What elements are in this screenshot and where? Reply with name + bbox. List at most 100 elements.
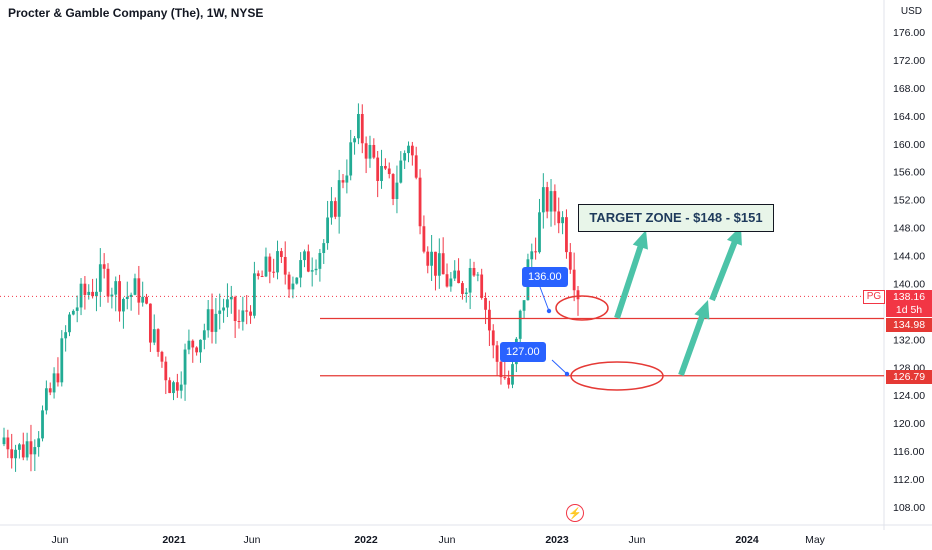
candle-body: [541, 187, 545, 213]
candle-body: [114, 281, 118, 295]
candle-body: [129, 294, 133, 297]
arrow-up-2: [678, 300, 710, 377]
candle-body: [295, 277, 299, 284]
candle-body: [349, 142, 353, 176]
candle-body: [222, 307, 225, 311]
price-tick-label: 116.00: [893, 446, 924, 458]
candle-body: [91, 291, 95, 297]
candle-body: [71, 310, 75, 315]
candle-body: [557, 211, 561, 224]
candle-body: [306, 251, 310, 272]
candle-body: [480, 274, 484, 298]
candle-body: [102, 264, 106, 269]
price-tick-label: 176.00: [893, 27, 925, 39]
candle-body: [484, 297, 487, 310]
candle-body: [522, 300, 526, 311]
candle-body: [534, 251, 538, 253]
candle-body: [276, 251, 279, 273]
candle-body: [426, 251, 430, 266]
callout-136[interactable]: 136.00: [522, 267, 568, 287]
currency-label: USD: [900, 6, 922, 17]
candle-body: [83, 283, 87, 295]
candle-body: [110, 294, 114, 297]
candle-body: [572, 269, 576, 291]
lightning-icon[interactable]: ⚡: [566, 504, 584, 522]
candle-body: [511, 364, 514, 385]
candle-body: [422, 226, 426, 252]
candle-body: [2, 437, 6, 445]
candle-body: [476, 274, 480, 276]
arrow-up-1: [614, 230, 648, 319]
candle-body: [79, 283, 83, 308]
chart-title: Procter & Gamble Company (The), 1W, NYSE: [8, 6, 264, 20]
candle-body: [98, 264, 102, 292]
price-tick-label: 120.00: [893, 418, 925, 430]
candle-body: [372, 144, 376, 158]
candle-body: [60, 338, 64, 383]
candle-body: [125, 296, 129, 299]
candle-body: [168, 380, 172, 394]
candle-body: [64, 332, 68, 339]
candle-body: [87, 291, 91, 295]
candle-body: [461, 283, 464, 294]
candle-body: [445, 274, 449, 287]
candle-body: [272, 271, 276, 273]
candle-body: [148, 303, 152, 343]
candle-body: [499, 361, 503, 378]
price-tick-label: 148.00: [893, 223, 925, 235]
callout-dot-1: [546, 308, 552, 314]
level-1-tag: 134.98: [886, 318, 932, 332]
candle-body: [364, 143, 368, 159]
candle-body: [118, 281, 121, 312]
candle-body: [175, 382, 179, 391]
candle-body: [187, 340, 191, 350]
candle-body: [279, 251, 283, 257]
candle-body: [330, 201, 333, 218]
candle-body: [183, 349, 187, 385]
candle-body: [145, 296, 148, 304]
candle-body: [237, 320, 241, 322]
candle-body: [380, 165, 383, 181]
candle-body: [25, 441, 29, 458]
candle-body: [383, 165, 387, 169]
price-tick-label: 160.00: [893, 139, 925, 151]
candle-body: [226, 299, 229, 308]
candle-body: [318, 253, 322, 269]
candle-body: [310, 270, 314, 272]
candle-body: [553, 191, 557, 212]
candle-body: [503, 377, 507, 379]
candle-body: [214, 313, 218, 332]
candle-body: [464, 292, 468, 294]
candle-body: [229, 297, 233, 300]
time-tick-label: Jun: [629, 534, 646, 546]
candle-body: [353, 138, 356, 143]
price-tick-label: 164.00: [893, 111, 925, 123]
candle-body: [545, 187, 549, 212]
candle-body: [141, 296, 145, 303]
candle-body: [156, 329, 160, 352]
candle-body: [10, 449, 14, 459]
candle-body: [434, 251, 437, 276]
callout-dot-2: [564, 371, 570, 377]
last-price-tag: 138.16: [886, 290, 932, 304]
callout-connector-1: [539, 286, 550, 312]
candle-body: [14, 449, 17, 459]
candle-body: [33, 447, 37, 455]
target-zone-label[interactable]: TARGET ZONE - $148 - $151: [578, 204, 774, 232]
candle-body: [41, 410, 44, 439]
candle-body: [299, 260, 303, 278]
candle-body: [264, 256, 268, 277]
candle-body: [37, 438, 41, 448]
candle-body: [457, 270, 460, 284]
candle-body: [52, 373, 56, 393]
time-tick-label: 2021: [162, 534, 186, 546]
time-tick-label: Jun: [244, 534, 261, 546]
time-tick-label: 2024: [735, 534, 759, 546]
candle-body: [152, 329, 156, 343]
candle-body: [48, 388, 52, 393]
candle-body: [418, 177, 422, 227]
candle-body: [561, 217, 564, 224]
callout-127[interactable]: 127.00: [500, 342, 546, 362]
candle-body: [44, 388, 48, 411]
